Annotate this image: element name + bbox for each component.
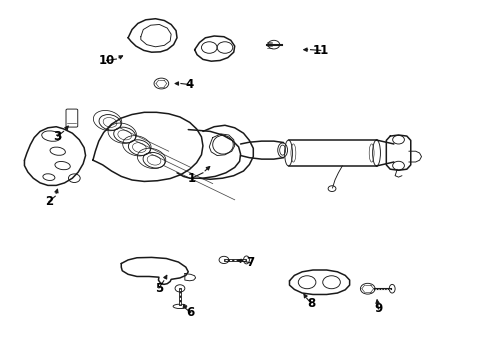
Text: 11: 11 [312,44,328,57]
Text: 4: 4 [185,78,193,91]
Text: 8: 8 [306,297,314,310]
Text: 9: 9 [374,302,382,315]
Text: 6: 6 [186,306,194,319]
Text: 1: 1 [187,172,195,185]
Text: 5: 5 [155,282,163,294]
Text: 7: 7 [246,256,254,269]
Text: 10: 10 [98,54,115,67]
Text: 2: 2 [45,195,53,208]
Text: 3: 3 [54,130,61,143]
